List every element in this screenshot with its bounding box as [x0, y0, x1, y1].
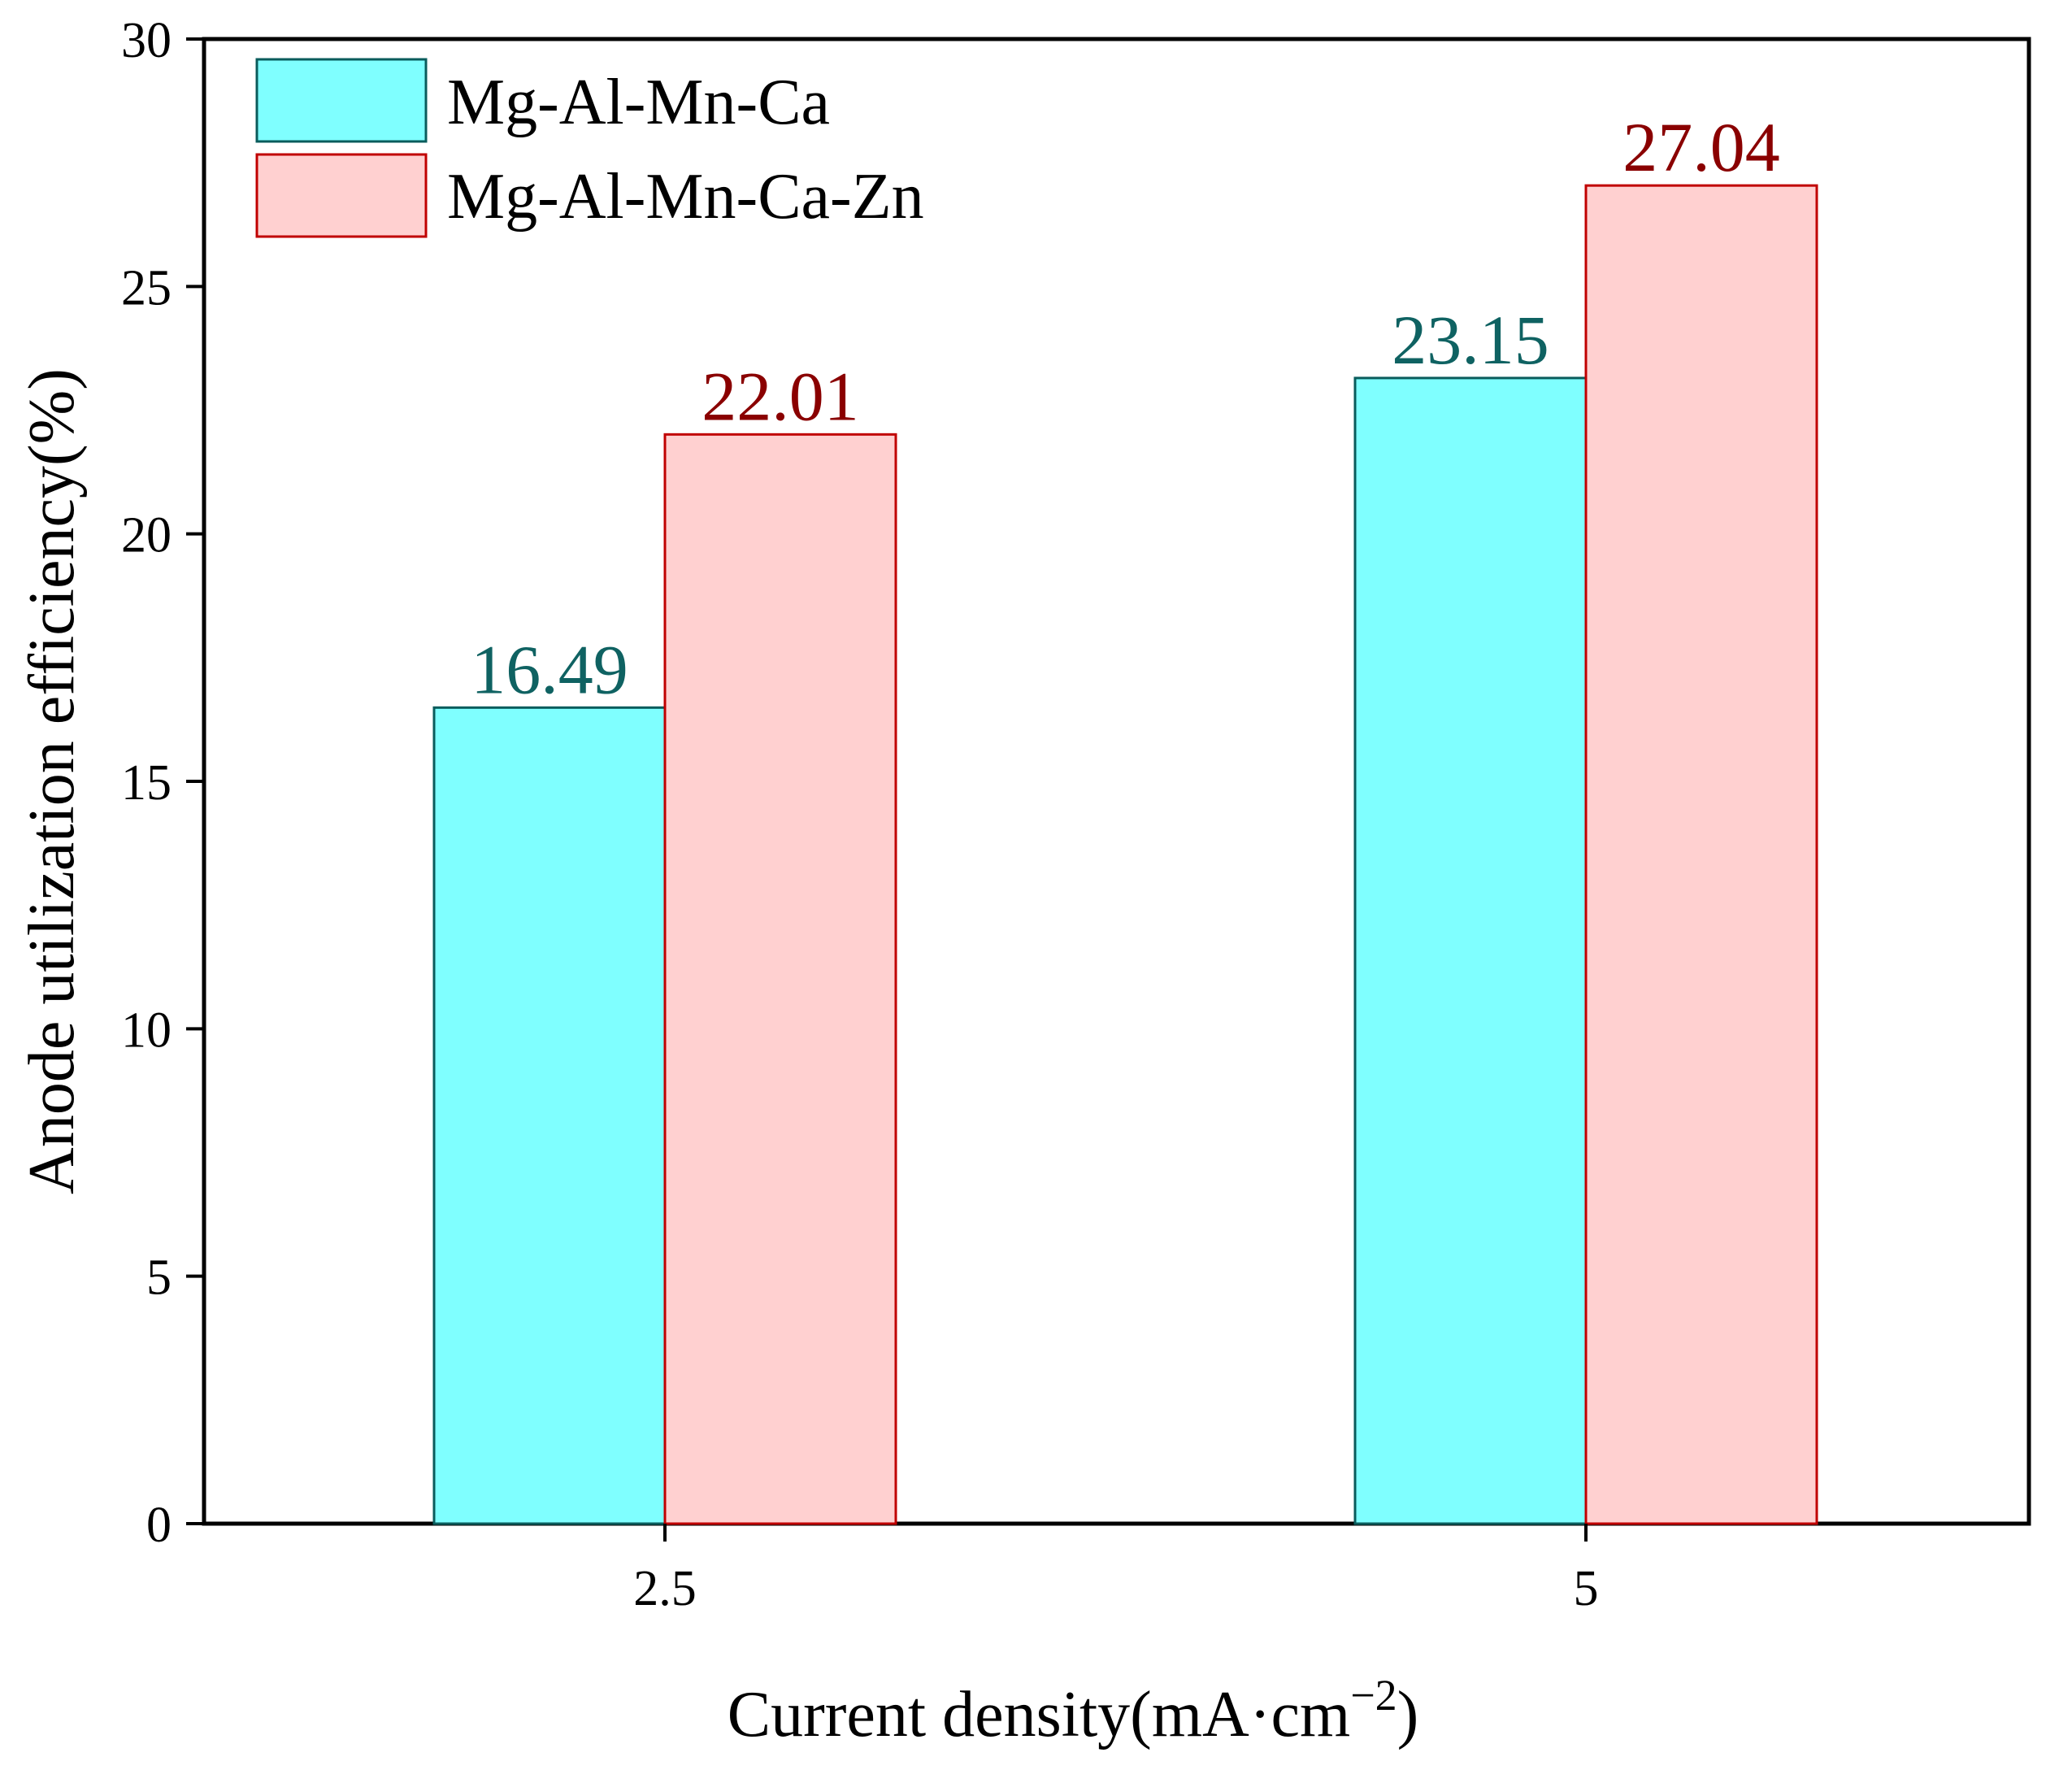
x-axis-title-close: ): [1397, 1679, 1419, 1750]
legend-label-mg-al-mn-ca-zn: Mg-Al-Mn-Ca-Zn: [447, 161, 924, 233]
ticks-layer: 0 5 10 15 20 25 30 2.5 5: [121, 13, 1599, 1616]
x-tick-label-5: 5: [1574, 1561, 1599, 1616]
legend-swatch-mg-al-mn-ca: [255, 58, 428, 143]
bar-mg-al-mn-ca-zn-5: [1584, 184, 1818, 1525]
x-tick-label-2-5: 2.5: [633, 1561, 697, 1616]
y-tick-label-20: 20: [121, 508, 172, 563]
data-label-mg-al-mn-ca-zn-2-5: 22.01: [702, 357, 859, 435]
y-tick-label-0: 0: [146, 1498, 172, 1553]
y-tick-label-25: 25: [121, 260, 172, 315]
data-label-mg-al-mn-ca-5: 23.15: [1392, 301, 1549, 379]
bars-layer: [432, 184, 1818, 1525]
data-labels-layer: 16.49 22.01 23.15 27.04: [471, 108, 1780, 708]
legend-swatch-mg-al-mn-ca-zn: [255, 153, 428, 238]
x-axis-title-main: Current density(mA·cm: [728, 1679, 1350, 1750]
y-axis-title: Anode utilization efficiency(%): [16, 368, 88, 1194]
y-tick-label-10: 10: [121, 1002, 172, 1058]
y-tick-label-15: 15: [121, 755, 172, 811]
bar-mg-al-mn-ca-zn-2-5: [663, 433, 897, 1525]
bar-mg-al-mn-ca-2-5: [432, 706, 667, 1525]
data-label-mg-al-mn-ca-zn-5: 27.04: [1622, 108, 1780, 186]
legend-label-mg-al-mn-ca: Mg-Al-Mn-Ca: [447, 67, 830, 138]
x-axis-title-superscript: −2: [1350, 1671, 1397, 1720]
legend: Mg-Al-Mn-Ca Mg-Al-Mn-Ca-Zn: [255, 58, 924, 238]
x-axis-title: Current density(mA·cm−2): [728, 1671, 1419, 1750]
bar-mg-al-mn-ca-5: [1353, 376, 1588, 1525]
y-tick-label-30: 30: [121, 13, 172, 68]
data-label-mg-al-mn-ca-2-5: 16.49: [471, 630, 628, 708]
y-tick-label-5: 5: [146, 1250, 172, 1306]
